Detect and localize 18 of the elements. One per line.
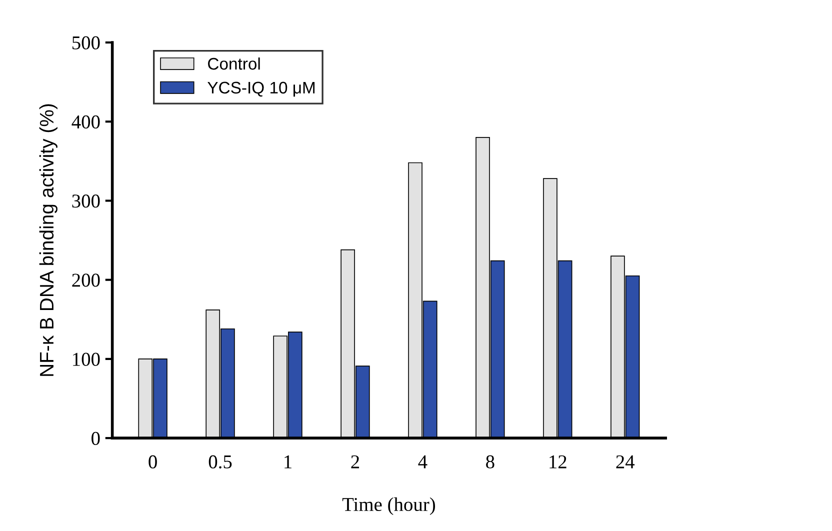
legend-label: YCS-IQ 10 μM (208, 82, 315, 97)
y-tick-label: 200 (72, 274, 100, 287)
x-tick-label: 1 (284, 455, 292, 468)
y-axis-title: NF-κ B DNA binding activity (%) (39, 104, 58, 376)
legend-label: Control (208, 57, 260, 70)
x-tick-label: 12 (550, 455, 566, 468)
y-tick-label: 500 (72, 36, 100, 50)
x-tick-label: 2 (351, 455, 360, 468)
x-axis-title: Time (hour) (342, 497, 436, 516)
x-tick-label: 8 (486, 455, 494, 468)
y-tick-label: 400 (72, 115, 100, 129)
x-tick-label: 4 (418, 455, 428, 468)
x-tick-label: 0 (148, 455, 157, 468)
y-tick-label: 0 (92, 432, 100, 446)
y-tick-label: 100 (73, 352, 100, 366)
x-tick-label: 0.5 (208, 455, 232, 469)
x-tick-label: 24 (616, 455, 635, 468)
y-tick-label: 300 (72, 194, 100, 208)
